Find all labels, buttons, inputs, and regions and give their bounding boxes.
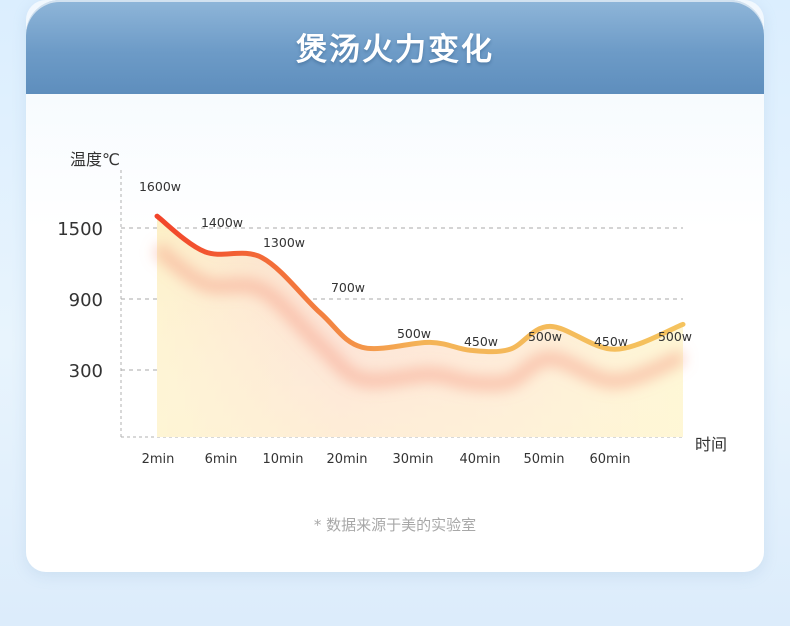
series-glow xyxy=(152,242,686,391)
data-label: 500w xyxy=(397,326,431,341)
x-tick-label: 60min xyxy=(589,452,630,467)
data-label: 500w xyxy=(528,329,562,344)
title-banner: 煲汤火力变化 xyxy=(26,0,764,94)
data-label: 700w xyxy=(331,280,365,295)
data-label: 450w xyxy=(594,334,628,349)
data-label: 1600w xyxy=(139,179,181,194)
x-axis-label: 时间 xyxy=(695,435,728,454)
x-tick-label: 6min xyxy=(205,452,238,467)
series-area-shade xyxy=(157,216,683,437)
page-title: 煲汤火力变化 xyxy=(296,32,494,68)
x-tick-label: 50min xyxy=(523,452,564,467)
data-source-note: * 数据来源于美的实验室 xyxy=(313,516,477,534)
y-tick-label: 900 xyxy=(69,290,103,311)
data-label: 500w xyxy=(658,329,692,344)
data-label: 450w xyxy=(464,334,498,349)
chart-card: 煲汤火力变化 xyxy=(26,0,764,572)
y-tick-label: 300 xyxy=(69,361,103,382)
series-line xyxy=(154,213,686,355)
x-tick-label: 2min xyxy=(142,452,175,467)
y-axis-label: 温度℃ xyxy=(70,150,120,169)
x-tick-label: 30min xyxy=(392,452,433,467)
data-label: 1400w xyxy=(201,215,243,230)
x-tick-label: 10min xyxy=(262,452,303,467)
y-tick-label: 1500 xyxy=(57,219,103,240)
x-tick-label: 40min xyxy=(459,452,500,467)
x-tick-label: 20min xyxy=(326,452,367,467)
data-label: 1300w xyxy=(263,235,305,250)
